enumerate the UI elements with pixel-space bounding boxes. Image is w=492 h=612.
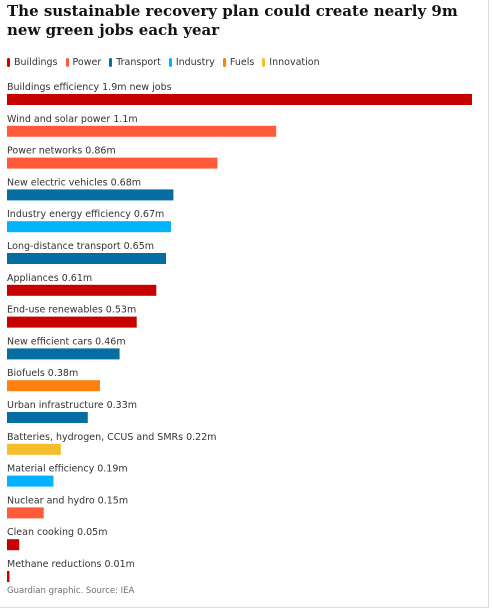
legend-swatch-industry [168, 58, 172, 67]
legend-swatch-transport [109, 58, 113, 67]
legend-swatch-fuels [222, 58, 226, 67]
legend-label: Power [72, 57, 102, 68]
legend-item-innovation: Innovation [262, 57, 320, 68]
bar-label: Urban infrastructure 0.33m [7, 400, 137, 411]
legend-label: Transport [116, 57, 161, 68]
bar-label: Methane reductions 0.01m [7, 559, 135, 570]
bar [7, 571, 10, 582]
bar [7, 475, 54, 487]
bar-label: Long-distance transport 0.65m [7, 241, 154, 252]
bar [7, 380, 100, 392]
bar-label: Nuclear and hydro 0.15m [7, 495, 128, 506]
bar [7, 539, 20, 551]
legend-label: Industry [175, 57, 215, 68]
legend-swatch-power [65, 58, 69, 67]
bar-label: Biofuels 0.38m [7, 368, 78, 379]
bar-label: End-use renewables 0.53m [7, 305, 136, 316]
legend-item-industry: Industry [168, 57, 215, 68]
bar [7, 412, 88, 423]
bar-label: Batteries, hydrogen, CCUS and SMRs 0.22m [7, 432, 217, 443]
bar-label: Wind and solar power 1.1m [7, 114, 138, 125]
legend-label: Innovation [269, 57, 320, 68]
bar-label: Buildings efficiency 1.9m new jobs [7, 82, 172, 93]
chart-title: The sustainable recovery plan could crea… [7, 2, 458, 39]
bar-label: New efficient cars 0.46m [7, 336, 126, 347]
legend-item-buildings: Buildings [7, 57, 58, 68]
bar [7, 316, 137, 328]
legend-item-power: Power [65, 57, 102, 68]
bar [7, 253, 167, 264]
bar [7, 125, 277, 137]
bar-label: Power networks 0.86m [7, 146, 116, 157]
bar [7, 348, 120, 360]
bar [7, 221, 171, 233]
legend-swatch-innovation [262, 58, 266, 67]
bar-label: Appliances 0.61m [7, 273, 92, 284]
legend-label: Fuels [229, 57, 255, 68]
bar [7, 157, 218, 169]
bar [7, 189, 174, 201]
legend-swatch-buildings [7, 58, 10, 67]
bar-label: Material efficiency 0.19m [7, 464, 128, 475]
source-note: Guardian graphic. Source: IEA [7, 586, 135, 596]
legend: Buildings Power Transport Industry Fuels Inno… [7, 57, 328, 68]
bar-label: Industry energy efficiency 0.67m [7, 209, 164, 220]
legend-item-fuels: Fuels [222, 57, 255, 68]
bar [7, 284, 157, 296]
legend-item-transport: Transport [109, 57, 161, 68]
bar-label: New electric vehicles 0.68m [7, 177, 141, 188]
bar-label: Clean cooking 0.05m [7, 527, 107, 538]
bar [7, 443, 61, 455]
bar [7, 94, 472, 105]
legend-label: Buildings [14, 57, 58, 68]
bar [7, 507, 44, 519]
